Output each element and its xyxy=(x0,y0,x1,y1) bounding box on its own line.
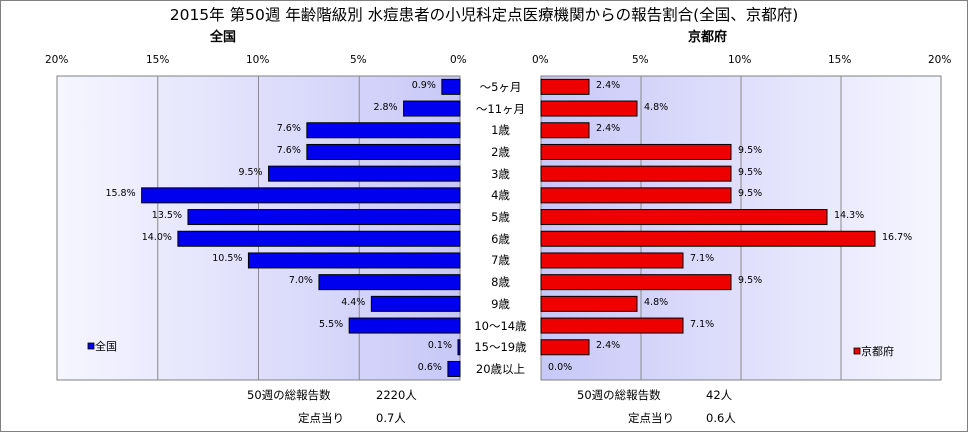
national-bar xyxy=(177,230,461,247)
category-label: ～11ヶ月 xyxy=(475,101,526,116)
kyoto-bar xyxy=(540,187,732,204)
national-data-label: 15.8% xyxy=(105,188,136,200)
kyoto-bar xyxy=(540,209,828,226)
kyoto-per-label: 定点当り xyxy=(628,411,674,425)
national-tick-label: 5% xyxy=(350,54,367,66)
category-label: 2歳 xyxy=(491,144,510,159)
category-label: 8歳 xyxy=(491,275,510,290)
kyoto-data-label: 4.8% xyxy=(644,296,669,308)
national-tick-label: 10% xyxy=(246,54,270,66)
national-data-label: 0.6% xyxy=(417,361,442,373)
kyoto-data-label: 9.5% xyxy=(738,275,763,287)
kyoto-data-label: 2.4% xyxy=(596,79,621,91)
national-per-value: 0.7人 xyxy=(376,411,406,425)
kyoto-data-label: 2.4% xyxy=(596,340,621,352)
national-bar xyxy=(141,187,461,204)
kyoto-bar xyxy=(540,317,684,334)
chart-title: 2015年 第50週 年齢階級別 水痘患者の小児科定点医療機関からの報告割合(全… xyxy=(169,6,799,24)
national-per-label: 定点当り xyxy=(298,411,344,425)
kyoto-data-label: 16.7% xyxy=(882,231,913,243)
national-data-label: 14.0% xyxy=(141,231,172,243)
kyoto-legend-label: 京都府 xyxy=(861,345,894,358)
national-bar xyxy=(247,252,461,269)
kyoto-data-label: 14.3% xyxy=(834,210,865,222)
national-total-label: 50週の総報告数 xyxy=(247,388,331,402)
kyoto-data-label: 7.1% xyxy=(690,318,715,330)
kyoto-tick-label: 0% xyxy=(532,54,549,66)
category-label: 15～19歳 xyxy=(474,340,527,355)
kyoto-bar xyxy=(540,122,590,139)
kyoto-tick-label: 10% xyxy=(728,54,752,66)
kyoto-bar xyxy=(540,143,732,160)
kyoto-bar xyxy=(540,274,732,291)
national-data-label: 13.5% xyxy=(151,210,182,222)
national-bar xyxy=(348,317,461,334)
kyoto-per-value: 0.6人 xyxy=(706,411,736,425)
kyoto-tick-label: 15% xyxy=(828,54,852,66)
national-data-label: 0.1% xyxy=(427,340,452,352)
kyoto-data-label: 0.0% xyxy=(548,361,573,373)
kyoto-data-label: 2.4% xyxy=(596,123,621,135)
national-bar xyxy=(306,143,461,160)
national-data-label: 7.0% xyxy=(288,275,313,287)
national-tick-label: 0% xyxy=(450,54,467,66)
national-data-label: 2.8% xyxy=(373,101,398,113)
kyoto-bar xyxy=(540,165,732,182)
kyoto-total-label: 50週の総報告数 xyxy=(577,388,661,402)
category-label: 5歳 xyxy=(491,210,510,225)
national-bar xyxy=(268,165,461,182)
kyoto-data-label: 4.8% xyxy=(644,101,669,113)
national-data-label: 7.6% xyxy=(276,144,301,156)
category-label: 9歳 xyxy=(491,296,510,311)
national-legend-label: 全国 xyxy=(95,340,117,353)
category-label: 1歳 xyxy=(491,123,510,138)
kyoto-legend-swatch xyxy=(853,347,861,355)
national-bar xyxy=(370,295,461,312)
national-data-label: 10.5% xyxy=(212,253,243,265)
national-bar xyxy=(403,100,461,117)
national-total-value: 2220人 xyxy=(376,388,417,402)
national-data-label: 7.6% xyxy=(276,123,301,135)
kyoto-panel-title: 京都府 xyxy=(688,30,728,45)
kyoto-data-label: 7.1% xyxy=(690,253,715,265)
kyoto-total-value: 42人 xyxy=(706,388,733,402)
national-data-label: 0.9% xyxy=(411,79,436,91)
kyoto-tick-label: 5% xyxy=(632,54,649,66)
category-label: 20歳以上 xyxy=(475,361,526,376)
national-legend-swatch xyxy=(87,342,95,350)
national-bar xyxy=(447,360,461,377)
kyoto-bar xyxy=(540,295,638,312)
national-bar xyxy=(306,122,461,139)
kyoto-bar xyxy=(540,100,638,117)
kyoto-tick-label: 20% xyxy=(928,54,952,66)
kyoto-bar xyxy=(540,78,590,95)
category-label: 3歳 xyxy=(491,166,510,181)
category-label: 10～14歳 xyxy=(474,318,527,333)
national-bar xyxy=(187,209,461,226)
national-tick-label: 15% xyxy=(146,54,170,66)
national-bar xyxy=(318,274,461,291)
national-panel-title: 全国 xyxy=(210,30,237,45)
national-bar xyxy=(441,78,461,95)
national-tick-label: 20% xyxy=(45,54,69,66)
kyoto-bar xyxy=(540,339,590,356)
national-data-label: 5.5% xyxy=(319,318,344,330)
national-bar xyxy=(457,339,461,356)
kyoto-bar xyxy=(540,252,684,269)
category-label: ～5ヶ月 xyxy=(479,79,522,94)
national-data-label: 9.5% xyxy=(238,166,263,178)
category-label: 4歳 xyxy=(491,188,510,203)
kyoto-data-label: 9.5% xyxy=(738,144,763,156)
kyoto-bar xyxy=(540,230,876,247)
kyoto-data-label: 9.5% xyxy=(738,166,763,178)
kyoto-data-label: 9.5% xyxy=(738,188,763,200)
category-label: 7歳 xyxy=(491,253,510,268)
category-label: 6歳 xyxy=(491,231,510,246)
national-data-label: 4.4% xyxy=(341,296,366,308)
